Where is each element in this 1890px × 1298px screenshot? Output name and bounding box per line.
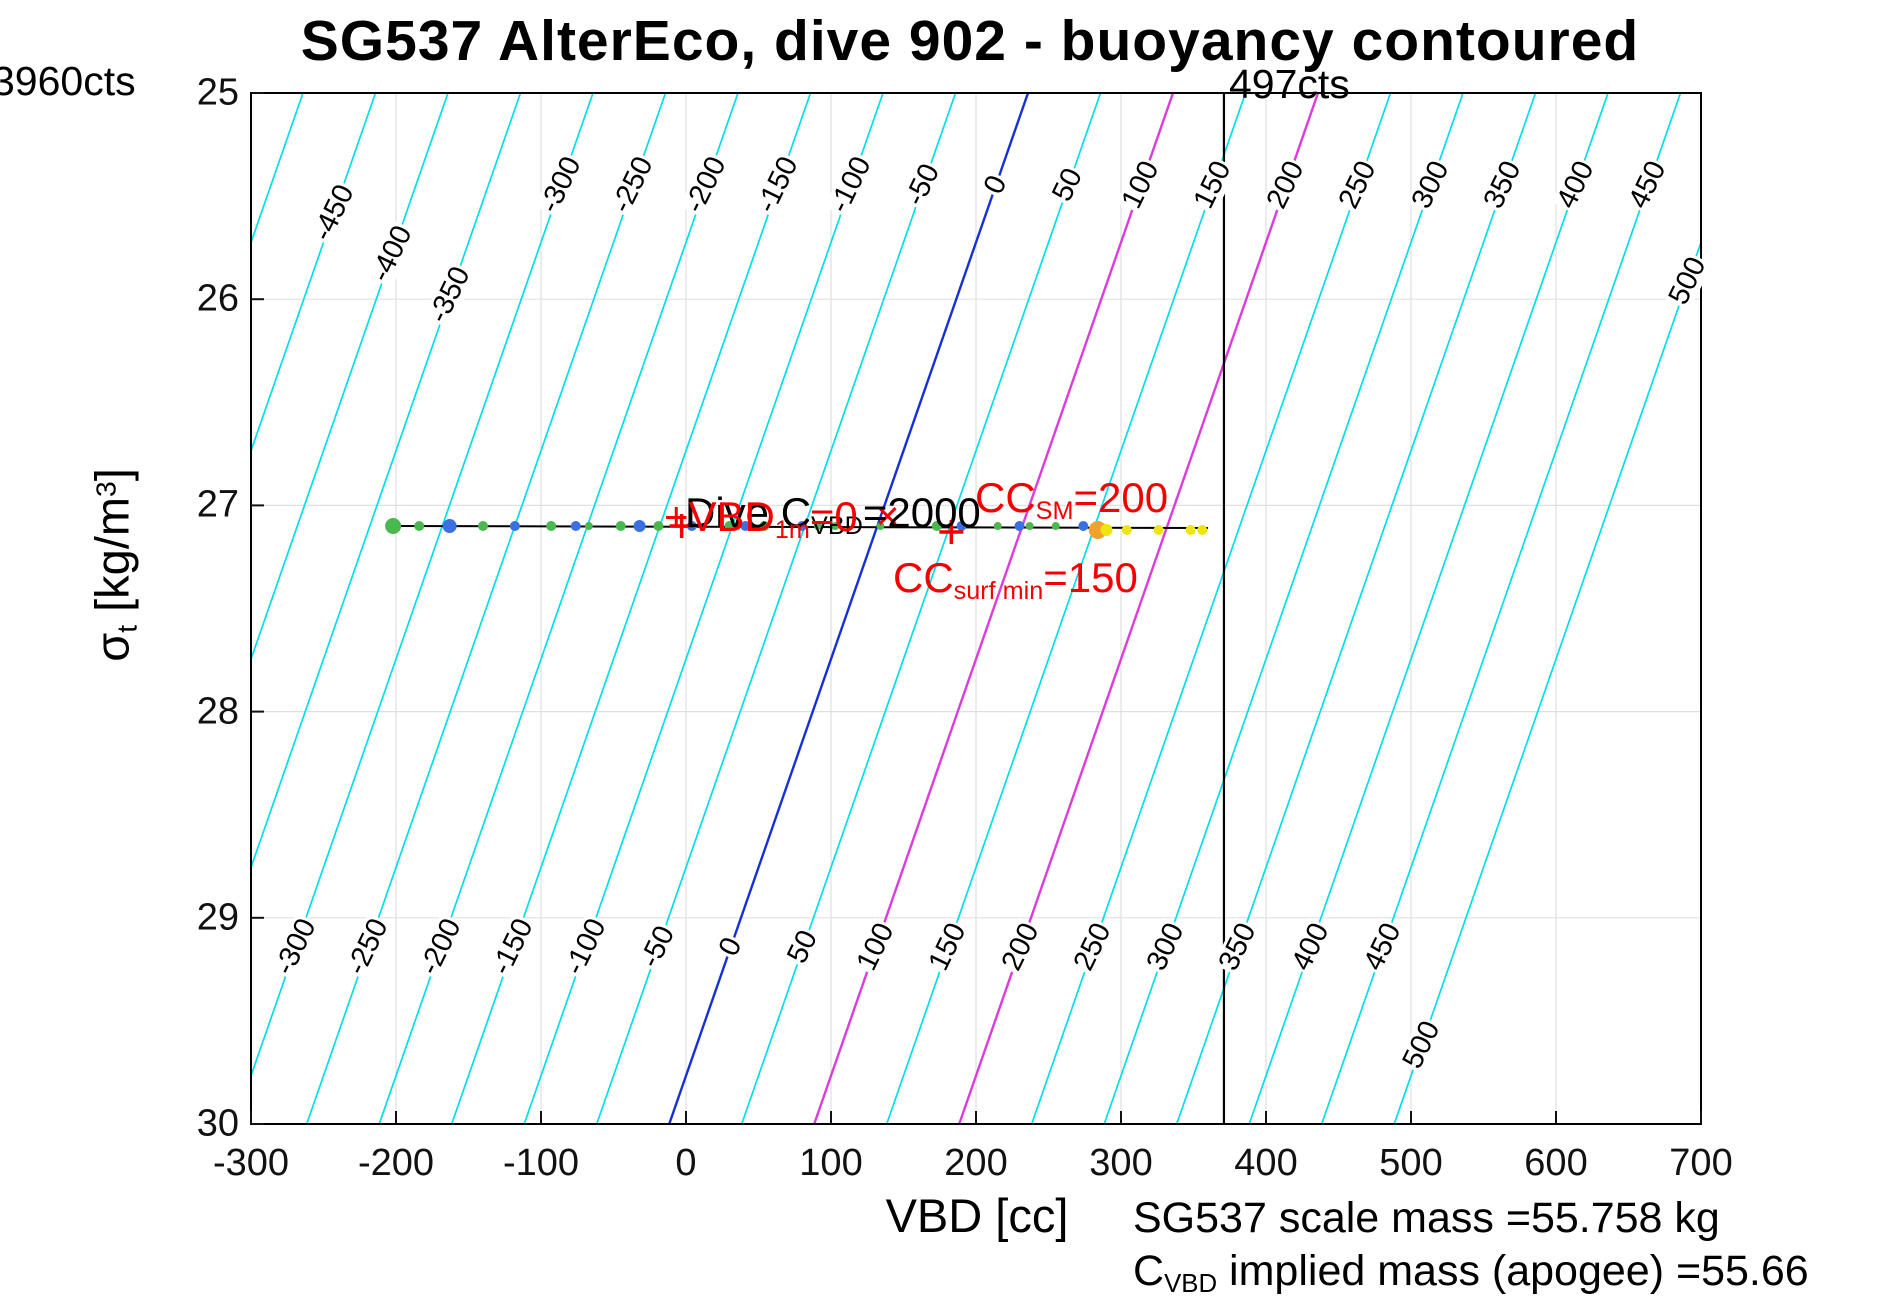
data-point-orange bbox=[1088, 521, 1107, 540]
x-tick-label-400: 400 bbox=[1234, 1142, 1298, 1184]
data-point-blue bbox=[956, 521, 967, 532]
data-point-green bbox=[414, 521, 425, 532]
y-tick-label-28: 28 bbox=[196, 690, 239, 733]
data-point-green bbox=[931, 521, 942, 532]
data-point-green bbox=[584, 522, 593, 531]
data-point-green bbox=[831, 522, 840, 531]
y-tick-label-27: 27 bbox=[196, 483, 239, 526]
data-point-green bbox=[724, 521, 735, 532]
data-point-blue bbox=[797, 521, 807, 532]
plot-title: SG537 AlterEco, dive 902 - buoyancy cont… bbox=[300, 9, 1640, 73]
data-point-green bbox=[385, 518, 402, 535]
data-point-yellow bbox=[1121, 525, 1132, 536]
x-tick-label--300: -300 bbox=[212, 1142, 290, 1184]
annotation-dive-cvbd: Dive CVBD=2000 bbox=[685, 489, 981, 541]
x-tick-label--200: -200 bbox=[357, 1142, 435, 1184]
red-cross-marker bbox=[878, 506, 897, 526]
data-point-blue bbox=[1014, 521, 1025, 532]
y-tick-label-29: 29 bbox=[196, 896, 239, 939]
data-point-blue bbox=[442, 519, 457, 534]
contour-plot bbox=[250, 92, 1702, 1125]
x-tick-label-100: 100 bbox=[799, 1142, 863, 1184]
figure-canvas: { "title": "SG537 AlterEco, dive 902 - b… bbox=[0, 9, 1809, 1298]
data-point-green bbox=[1051, 522, 1060, 531]
contour-line-500 bbox=[1393, 242, 1702, 1125]
annotation-vbd-1m: +VBD1m=0 bbox=[664, 493, 858, 545]
y-tick-label-26: 26 bbox=[196, 277, 239, 320]
y-tick-label-25: 25 bbox=[196, 71, 239, 114]
data-point-blue bbox=[509, 521, 520, 532]
data-point-green bbox=[1025, 522, 1034, 531]
y-axis-title: σt [kg/m3] bbox=[85, 468, 143, 662]
sigma-symbol: σ bbox=[85, 632, 139, 662]
data-point-green bbox=[876, 522, 885, 531]
scale-mass-text: SG537 scale mass =55.758 kg bbox=[1133, 1194, 1720, 1242]
data-point-blue bbox=[633, 520, 646, 533]
annotation-cc-surf-min: CCsurf min=150 bbox=[893, 554, 1138, 606]
x-tick-label-700: 700 bbox=[1669, 1142, 1733, 1184]
data-point-blue bbox=[570, 521, 581, 532]
contour-line-0 bbox=[668, 92, 1030, 1125]
contour-line-50 bbox=[740, 92, 1102, 1125]
data-point-green bbox=[759, 521, 770, 532]
contour-line--350 bbox=[250, 92, 522, 868]
x-axis-title: VBD [cc] bbox=[885, 1189, 1069, 1242]
data-point-green bbox=[546, 521, 557, 532]
data-point-blue bbox=[1078, 521, 1089, 532]
y-tick-label-30: 30 bbox=[196, 1102, 239, 1145]
x-tick-label-0: 0 bbox=[675, 1142, 697, 1184]
data-point-green bbox=[615, 521, 626, 532]
x-tick-label-300: 300 bbox=[1089, 1142, 1153, 1184]
data-point-green bbox=[653, 521, 664, 532]
data-point-green bbox=[813, 522, 822, 531]
vline-counts-label: 497cts bbox=[1229, 61, 1350, 107]
data-point-yellow bbox=[1153, 525, 1164, 536]
contour-line--300 bbox=[250, 92, 594, 1077]
x-tick-label-600: 600 bbox=[1524, 1142, 1588, 1184]
data-point-yellow bbox=[1185, 525, 1196, 536]
data-point-blue bbox=[740, 521, 751, 532]
x-tick-label-200: 200 bbox=[944, 1142, 1008, 1184]
data-point-green bbox=[478, 521, 488, 532]
annotation-cc-sm: CCSM=200 bbox=[975, 474, 1169, 526]
x-tick-label-500: 500 bbox=[1379, 1142, 1443, 1184]
x-tick-label--100: -100 bbox=[502, 1142, 580, 1184]
contour-line--450 bbox=[250, 92, 377, 452]
left-edge-counts-label: 3960cts bbox=[0, 58, 136, 104]
implied-mass-text: CVBD implied mass (apogee) =55.66 bbox=[1133, 1247, 1809, 1298]
data-point-yellow bbox=[1100, 524, 1113, 537]
contour-line--500 bbox=[250, 92, 304, 243]
contour-line--400 bbox=[250, 92, 449, 660]
data-point-green bbox=[993, 522, 1002, 531]
data-point-yellow bbox=[1197, 525, 1208, 536]
